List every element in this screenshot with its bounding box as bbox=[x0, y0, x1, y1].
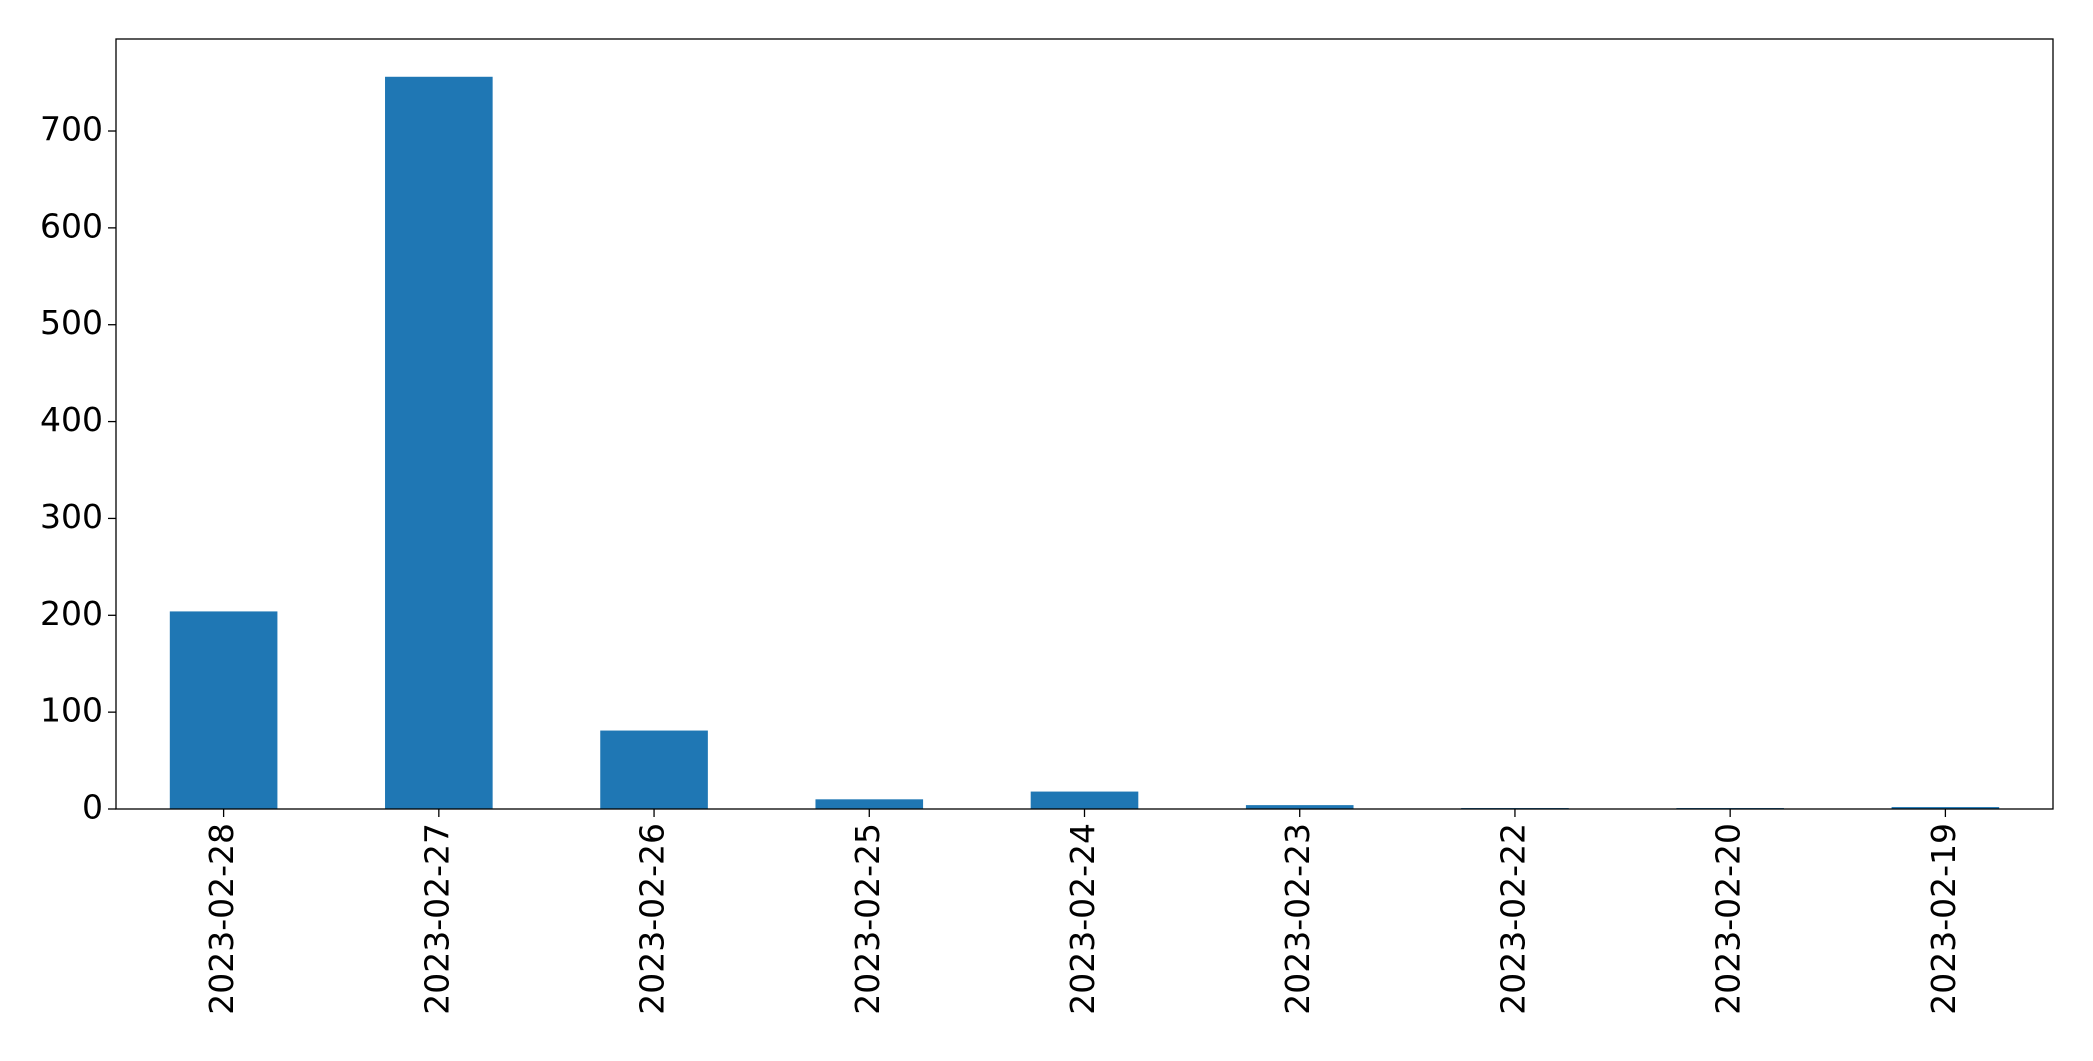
bar bbox=[169, 611, 278, 809]
bar bbox=[1245, 805, 1354, 809]
y-tick-label: 0 bbox=[82, 788, 103, 827]
bar bbox=[600, 730, 708, 809]
bar bbox=[1891, 807, 2000, 809]
bar bbox=[385, 76, 493, 810]
x-tick-label: 2023-02-23 bbox=[1278, 823, 1317, 1015]
y-tick-label: 200 bbox=[40, 594, 103, 633]
y-tick-label: 600 bbox=[40, 206, 103, 245]
x-tick-label: 2023-02-26 bbox=[633, 823, 672, 1015]
plot-frame bbox=[115, 38, 2054, 810]
x-tick-label: 2023-02-27 bbox=[417, 823, 456, 1015]
y-tick-label: 300 bbox=[40, 497, 103, 536]
y-tick-label: 400 bbox=[40, 400, 103, 439]
bar bbox=[815, 799, 924, 809]
x-tick-label: 2023-02-19 bbox=[1924, 823, 1963, 1015]
x-tick-label: 2023-02-24 bbox=[1063, 823, 1102, 1015]
x-tick-label: 2023-02-22 bbox=[1493, 823, 1532, 1015]
bar bbox=[1030, 791, 1139, 809]
y-tick-label: 700 bbox=[40, 110, 103, 149]
x-tick-label: 2023-02-25 bbox=[848, 823, 887, 1015]
x-tick-label: 2023-02-28 bbox=[202, 823, 241, 1015]
y-tick-label: 100 bbox=[40, 691, 103, 730]
y-tick-label: 500 bbox=[40, 303, 103, 342]
x-tick-label: 2023-02-20 bbox=[1709, 823, 1748, 1015]
